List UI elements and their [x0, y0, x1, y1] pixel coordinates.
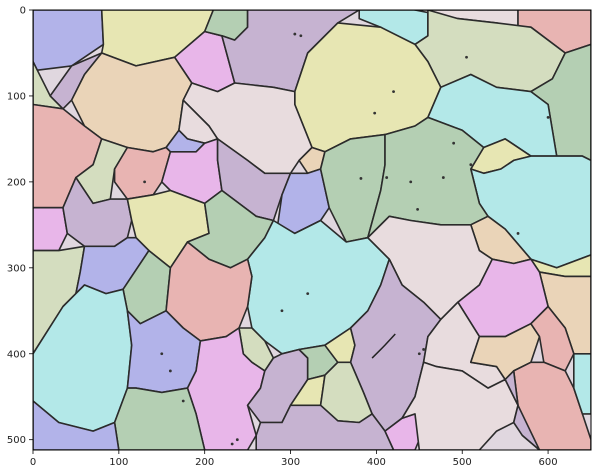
pore-speck — [441, 176, 445, 179]
x-tick-label: 0 — [30, 457, 36, 468]
pore-speck — [416, 207, 419, 211]
pore-speck — [546, 116, 550, 119]
x-tick-label: 400 — [367, 457, 386, 468]
pore-speck — [160, 352, 164, 356]
y-tick-label: 400 — [7, 349, 26, 360]
grain-region — [469, 322, 541, 381]
pore-speck — [465, 55, 468, 59]
grain-regions — [33, 10, 591, 450]
grain-region — [113, 387, 206, 450]
x-tick-label: 600 — [539, 457, 558, 468]
grain-region — [255, 404, 395, 450]
pore-speck — [306, 292, 310, 295]
pore-speck — [422, 348, 425, 351]
pore-speck — [299, 34, 303, 38]
grain-region — [401, 361, 519, 450]
y-tick-label: 500 — [7, 435, 26, 446]
axes-frame — [32, 9, 592, 451]
pore-speck — [280, 309, 284, 313]
y-tick-label: 300 — [7, 263, 26, 274]
pore-speck — [469, 163, 473, 167]
y-tick-label: 100 — [7, 91, 26, 102]
pore-speck — [452, 141, 456, 145]
grain-region — [572, 352, 591, 415]
pore-speck — [409, 180, 413, 184]
x-tick-label: 200 — [195, 457, 214, 468]
pore-speck — [417, 352, 421, 356]
grain-region — [113, 146, 172, 200]
pore-speck — [143, 180, 147, 184]
pore-speck — [359, 177, 363, 180]
x-axis: 0 100 200 300 400 500 600 — [30, 450, 558, 468]
crack-line — [371, 333, 396, 359]
x-tick-label: 300 — [281, 457, 300, 468]
pore-speck — [235, 438, 239, 442]
x-tick-label: 500 — [453, 457, 472, 468]
x-tick-label: 100 — [109, 457, 128, 468]
pore-speck — [385, 176, 389, 179]
grain-region — [530, 305, 575, 372]
pore-speck — [293, 32, 297, 36]
y-axis: 0 100 200 300 400 500 — [7, 6, 33, 446]
pore-speck — [230, 442, 234, 446]
pore-speck — [392, 90, 395, 94]
pore-speck — [168, 369, 172, 373]
pore-speck — [373, 111, 377, 115]
grain-region — [33, 400, 120, 450]
pore-speck — [516, 232, 520, 235]
y-tick-label: 200 — [7, 177, 26, 188]
pore-speck — [181, 399, 185, 403]
y-tick-label: 0 — [20, 6, 26, 17]
grain-region — [33, 206, 69, 252]
grain-region — [504, 370, 541, 450]
